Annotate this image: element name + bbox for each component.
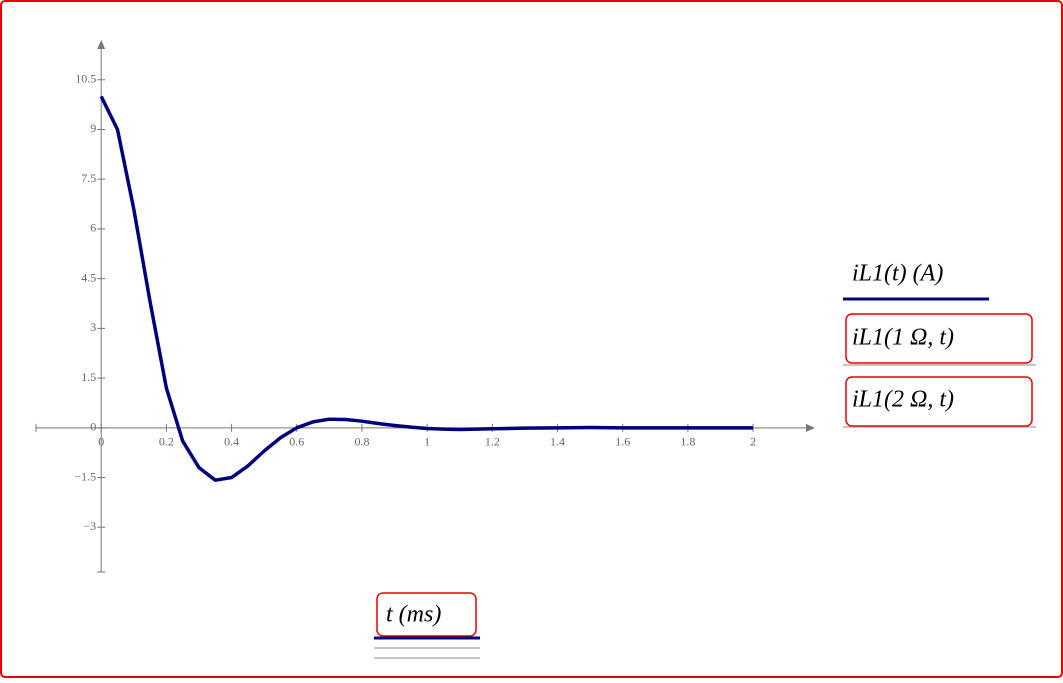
- x-tick-label: 0.8: [354, 435, 369, 449]
- y-tick-label: 6: [90, 221, 96, 235]
- y-tick-label: −3: [83, 519, 96, 533]
- y-tick-label: 7.5: [81, 171, 96, 185]
- expr-box: [376, 592, 477, 637]
- x-tick-label: 0.4: [224, 435, 239, 449]
- x-tick-label: 0: [98, 435, 104, 449]
- line-series: [99, 95, 754, 482]
- x-tick-label: 0.2: [159, 435, 174, 449]
- x-arrow: [806, 423, 815, 432]
- y-tick-label: 10.5: [75, 72, 96, 86]
- y-arrow: [97, 40, 106, 49]
- x-tick-label: 2: [750, 435, 756, 449]
- y-tick-label: 9: [90, 121, 96, 135]
- expr-box: [845, 313, 1033, 364]
- y-tick-label: 3: [90, 320, 96, 334]
- y-expression: iL1(1 Ω, t): [852, 325, 954, 351]
- x-tick-label: 1.4: [550, 435, 565, 449]
- x-tick-label: 1: [424, 435, 430, 449]
- x-tick-label: 0.6: [289, 435, 304, 449]
- x-axis-label: t (ms): [386, 602, 441, 628]
- y-tick-label: 0: [90, 420, 96, 434]
- y-tick-label: 4.5: [81, 270, 96, 284]
- x-tick-label: 1.2: [485, 435, 500, 449]
- expr-box: [845, 376, 1033, 427]
- y-axis-label: iL1(t) (A): [852, 261, 943, 287]
- x-tick-label: 1.8: [680, 435, 695, 449]
- x-tick-label: 1.6: [615, 435, 630, 449]
- y-expression: iL1(2 Ω, t): [852, 387, 954, 413]
- y-tick-label: −1.5: [74, 469, 96, 483]
- y-tick-label: 1.5: [81, 370, 96, 384]
